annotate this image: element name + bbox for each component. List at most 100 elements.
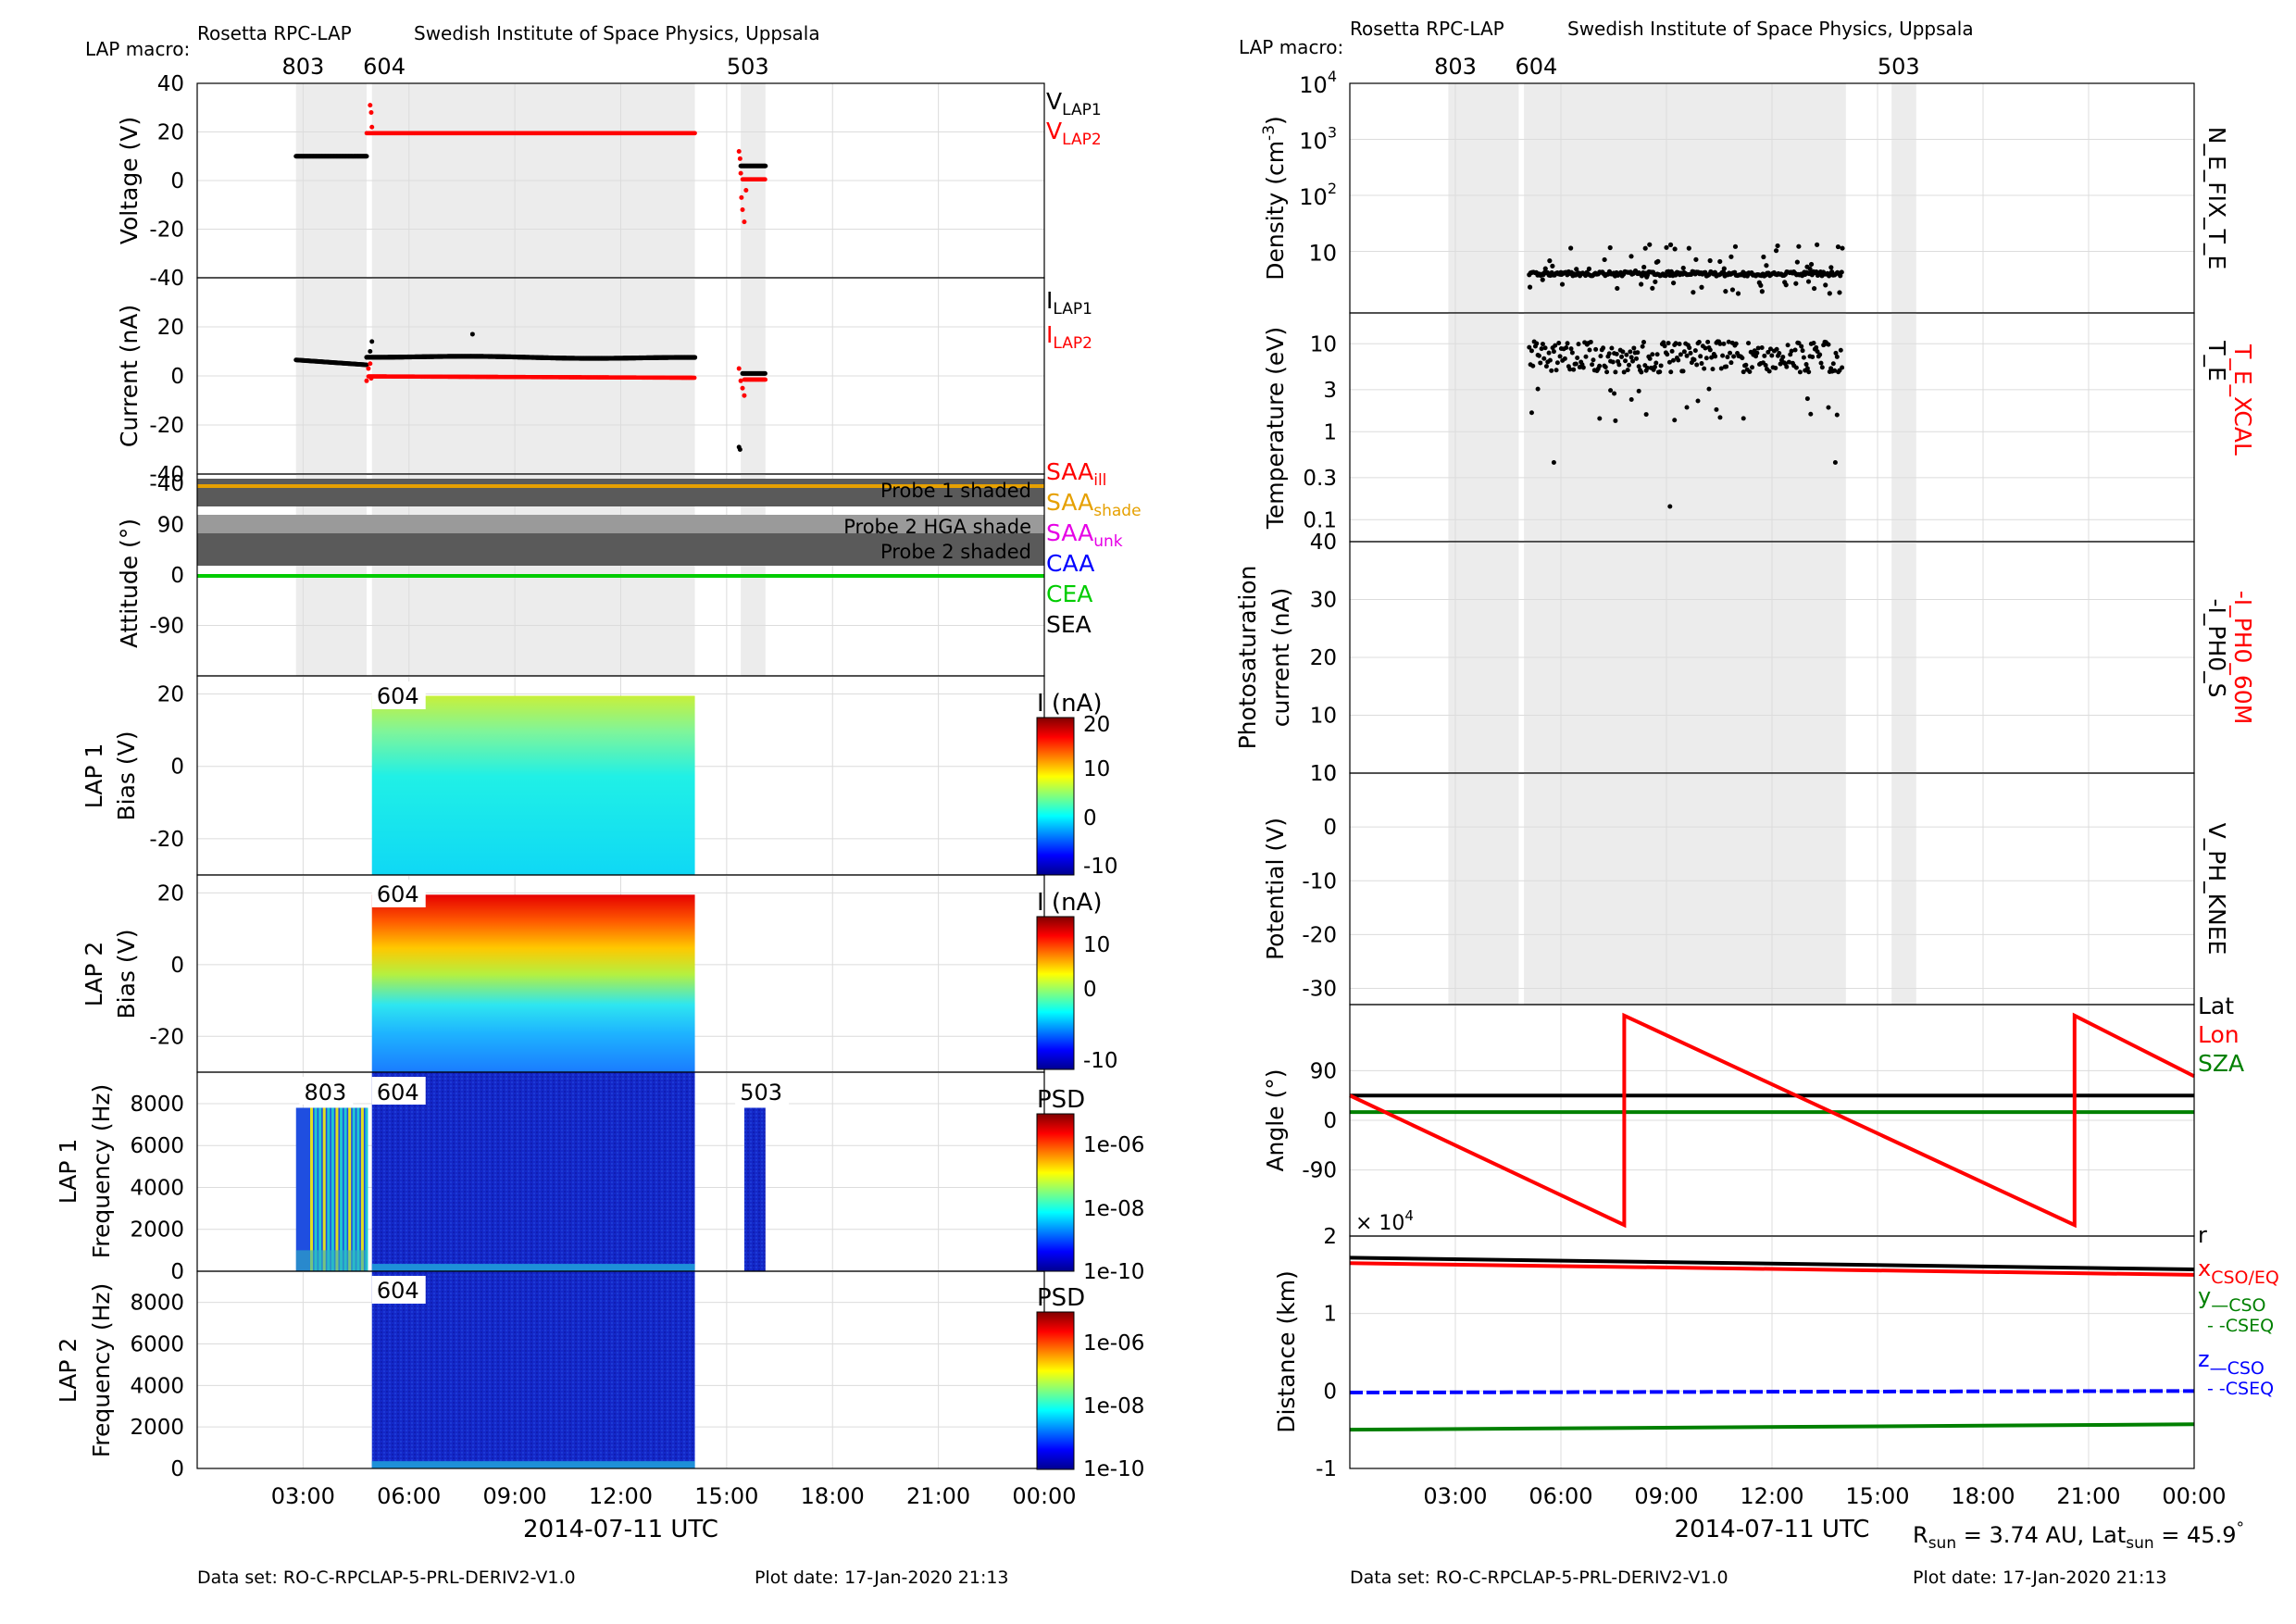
- temperature-point: [1733, 341, 1739, 346]
- bias1-colorbar-tick: 20: [1083, 713, 1110, 737]
- temperature-point: [1754, 350, 1760, 356]
- temperature-point: [1811, 340, 1816, 345]
- photosat-side-red: -I_PH0_60M: [2229, 591, 2256, 725]
- band-probe2-shaded: [197, 533, 1044, 566]
- temperature-point: [1774, 346, 1779, 352]
- psd2-ytick: 4000: [130, 1374, 184, 1398]
- current-ytick: -20: [149, 414, 184, 438]
- temperature-outlier: [1612, 391, 1617, 396]
- psd1-803-stripe: [360, 1107, 364, 1271]
- distance-legend-4: z—CSO: [2198, 1346, 2265, 1379]
- temperature-outlier: [1535, 386, 1541, 392]
- temperature-point: [1793, 365, 1799, 370]
- bias1-colorbar-tick: -10: [1083, 855, 1118, 879]
- density-side-label: N_E_FIX_T_E: [2203, 127, 2230, 269]
- temperature-point: [1666, 359, 1672, 365]
- right-xlabel: 2014-07-11 UTC: [1675, 1516, 1870, 1543]
- photosat-ytick: 0: [1323, 762, 1337, 786]
- distance-legend-2: y—CSO: [2198, 1283, 2266, 1316]
- density-outlier: [1586, 266, 1591, 271]
- density-outlier: [1764, 263, 1769, 269]
- distance-ytick: 2: [1323, 1225, 1337, 1249]
- psd1-803-stripe: [356, 1107, 360, 1271]
- legend-sub: LAP2: [1053, 334, 1092, 353]
- temperature-point: [1567, 367, 1573, 372]
- left-dataset: Data set: RO-C-RPCLAP-5-PRL-DERIV2-V1.0: [197, 1568, 576, 1588]
- attitude-legend-1: SAAshade: [1046, 489, 1142, 520]
- ilap2-point: [763, 377, 768, 382]
- bias2-heatmap: [371, 894, 695, 1072]
- bias1-macro-label: 604: [377, 683, 419, 709]
- density-outlier: [1796, 244, 1802, 249]
- psd2-ylabel2: Frequency (Hz): [88, 1283, 115, 1458]
- legend-main: I: [1046, 287, 1053, 314]
- photosat-ytick: 20: [1310, 646, 1337, 670]
- right-macro-503: 503: [1878, 54, 1920, 80]
- temperature-point: [1527, 344, 1532, 350]
- bias2-colorbar-tick: 10: [1083, 933, 1110, 957]
- temperature-point: [1549, 368, 1554, 373]
- density-outlier: [1680, 265, 1686, 271]
- temperature-point: [1769, 353, 1775, 358]
- temperature-point: [1747, 369, 1753, 374]
- temperature-point: [1699, 361, 1704, 367]
- density-outlier: [1650, 285, 1655, 291]
- density-outlier: [1615, 285, 1620, 292]
- distance-series-x: [1349, 1261, 2195, 1277]
- temperature-point: [1587, 347, 1592, 353]
- temperature-point: [1619, 354, 1625, 359]
- photosat-ylabel1: Photosaturation: [1234, 566, 1261, 750]
- temperature-point: [1698, 354, 1703, 359]
- legend-main: r: [2198, 1222, 2207, 1248]
- right-xtick: 06:00: [1529, 1483, 1592, 1509]
- density-outlier: [1823, 282, 1828, 288]
- temperature-point: [1702, 366, 1707, 371]
- temperature-point: [1815, 349, 1820, 355]
- temperature-point: [1826, 342, 1831, 347]
- potential-ytick: -30: [1302, 978, 1337, 1002]
- temperature-point: [1575, 356, 1580, 361]
- temperature-side-black: T_E: [2203, 340, 2230, 381]
- bias1-macro-bg: [371, 681, 426, 709]
- temperature-point: [1562, 356, 1567, 361]
- temperature-outlier: [1628, 396, 1634, 402]
- temperature-point: [1634, 356, 1640, 361]
- photosat-ytick: 30: [1310, 589, 1337, 613]
- vlap2-outlier: [368, 110, 374, 115]
- legend-main: SEA: [1046, 611, 1092, 638]
- temperature-point: [1796, 341, 1802, 346]
- vlap1-point: [763, 163, 768, 169]
- density-outlier: [1550, 263, 1555, 269]
- temperature-point: [1840, 365, 1845, 370]
- psd1-ytick: 6000: [130, 1134, 184, 1158]
- psd1-colorbar-tick: 1e-08: [1083, 1197, 1144, 1221]
- temperature-point: [1597, 363, 1603, 369]
- temperature-point: [1709, 355, 1715, 360]
- temperature-point: [1687, 345, 1692, 351]
- psd1-ylabel1: LAP 1: [55, 1139, 81, 1205]
- temperature-point: [1703, 345, 1708, 351]
- right-macro-604: 604: [1515, 54, 1557, 80]
- density-outlier: [1671, 280, 1677, 286]
- temperature-point: [1564, 345, 1569, 351]
- temperature-macro-shade: [1891, 313, 1916, 542]
- legend-main: y: [2198, 1283, 2211, 1309]
- temperature-point: [1834, 354, 1840, 359]
- density-outlier: [1667, 242, 1674, 247]
- right-xtick: 21:00: [2056, 1483, 2120, 1509]
- tick-sup: 4: [1328, 68, 1337, 85]
- bias2-colorbar-tick: 0: [1083, 978, 1097, 1002]
- psd2-colorbar-label: PSD: [1037, 1284, 1085, 1312]
- psd1-604-block: [371, 1072, 695, 1271]
- current-ylabel: Current (nA): [116, 305, 143, 447]
- temperature-point: [1696, 339, 1702, 344]
- temperature-point: [1538, 360, 1543, 366]
- temperature-point: [1784, 364, 1790, 369]
- temperature-point: [1616, 362, 1622, 368]
- temperature-point: [1658, 363, 1664, 369]
- density-outlier: [1735, 291, 1741, 296]
- density-outlier: [1540, 277, 1545, 282]
- distance-panel-frame: [1349, 1235, 2195, 1469]
- temperature-point: [1571, 367, 1577, 372]
